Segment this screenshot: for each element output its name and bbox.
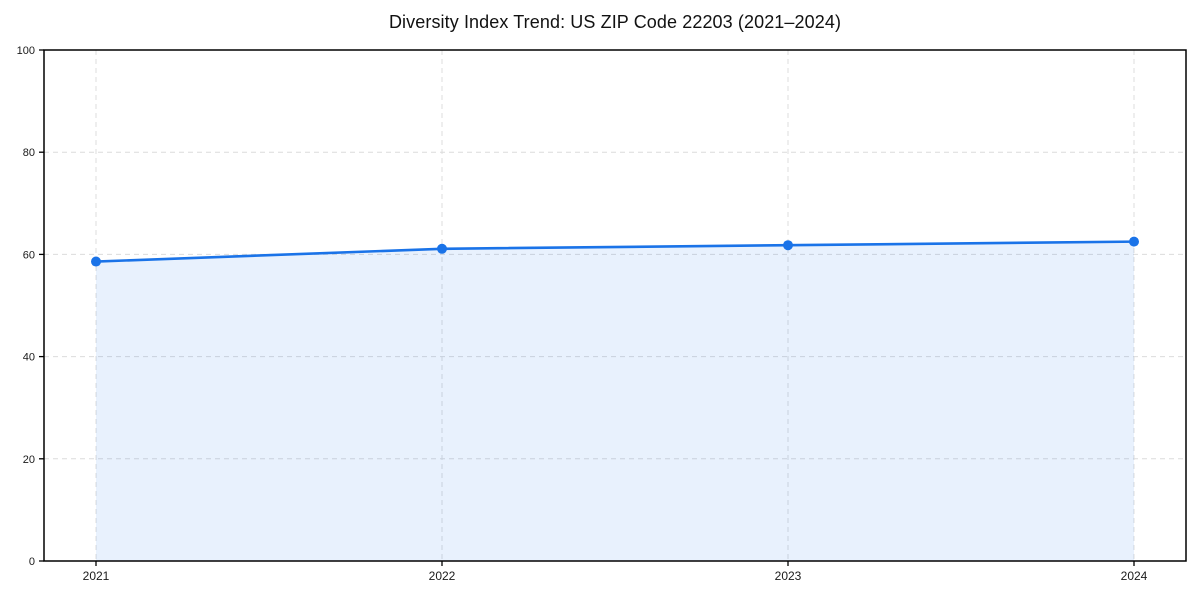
trend-line [94,240,1136,263]
y-tick-label: 60 [23,249,35,261]
chart-title: Diversity Index Trend: US ZIP Code 22203… [388,12,842,32]
y-tick-label: 100 [17,45,35,57]
data-point-2024 [1129,236,1139,247]
y-tick-label: 20 [23,454,35,466]
plot-box [43,49,1187,562]
area-fill [96,241,1134,561]
x-tick-label: 2023 [775,569,802,583]
y-tick-label: 80 [23,147,35,159]
data-point-2022 [437,243,447,254]
x-tick-label: 2022 [429,569,456,583]
y-tick-label: 0 [29,556,35,568]
data-point-2023 [783,240,793,251]
y-tick-label: 40 [23,352,35,364]
x-tick-label: 2021 [83,569,110,583]
data-point-2021 [91,256,101,267]
x-tick-label: 2024 [1121,569,1148,583]
